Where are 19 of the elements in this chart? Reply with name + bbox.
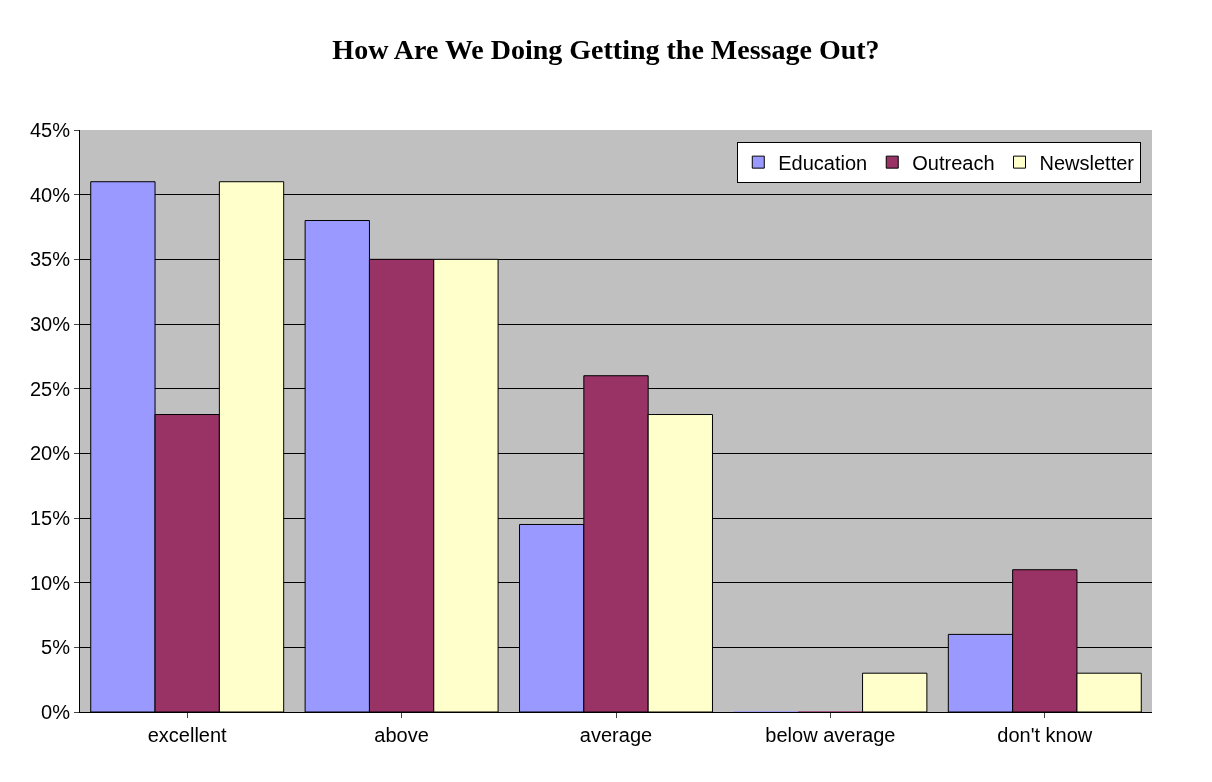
x-tick-label: don't know [997,724,1093,746]
x-tick-label: excellent [147,724,228,746]
chart-title: How Are We Doing Getting the Message Out? [332,33,880,65]
y-tick-label: 0% [41,701,71,723]
y-tick-label: 20% [29,442,71,465]
y-tick-label: 45% [29,119,71,141]
y-tick-label: 10% [29,571,71,594]
legend-label: Outreach [912,151,995,174]
y-tick-label: 25% [29,377,71,400]
x-tick-label: below average [765,724,896,746]
y-tick-label: 5% [41,636,71,659]
x-tick-label: average [579,724,653,746]
y-tick-label: 15% [29,507,71,529]
x-tick-label: above [374,724,429,746]
legend-label: Education [778,151,868,174]
y-tick-label: 30% [29,313,71,335]
legend-label: Newsletter [1039,151,1135,174]
y-tick-label: 35% [29,248,71,271]
y-tick-label: 40% [29,183,71,206]
